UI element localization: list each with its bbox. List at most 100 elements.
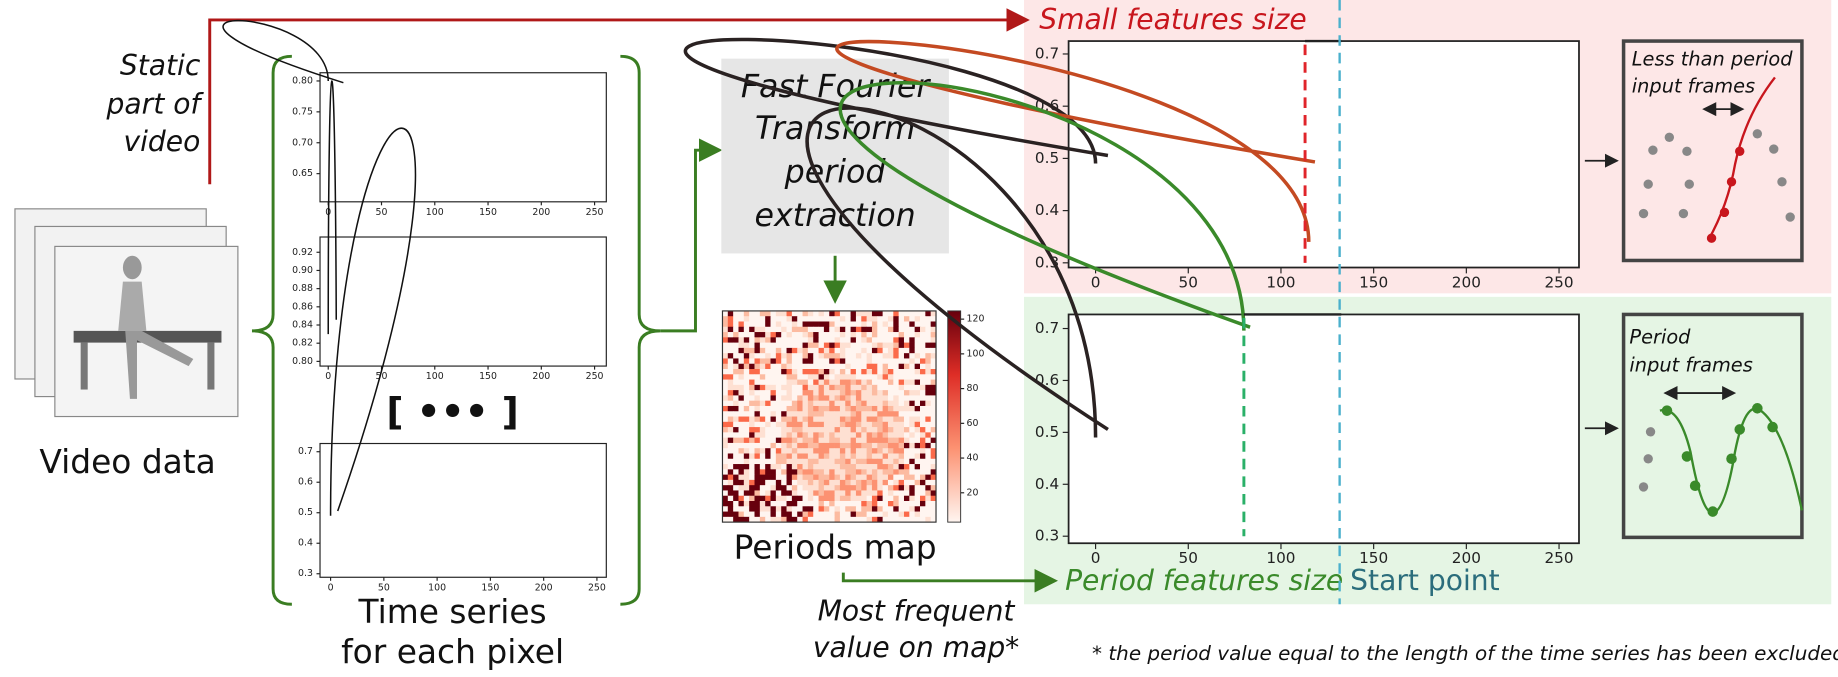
map-cell <box>877 390 883 396</box>
map-cell <box>877 511 883 518</box>
map-cell <box>802 506 809 512</box>
map-cell <box>898 427 905 433</box>
map-cell <box>866 421 873 428</box>
map-cell <box>749 469 755 475</box>
map-cell <box>898 479 905 486</box>
map-cell <box>813 363 819 370</box>
map-cell <box>898 432 905 438</box>
map-cell <box>898 485 905 491</box>
map-cell <box>850 363 857 370</box>
map-cell <box>807 384 814 391</box>
map-cell <box>733 432 739 438</box>
map-cell <box>914 464 921 470</box>
map-cell <box>797 427 803 433</box>
map-cell <box>818 363 825 370</box>
map-cell <box>919 332 926 338</box>
map-cell <box>727 506 734 512</box>
map-cell <box>877 490 883 497</box>
map-cell <box>855 395 862 402</box>
map-cell <box>893 416 899 423</box>
map-cell <box>823 421 830 428</box>
map-cell <box>839 464 846 470</box>
map-cell <box>861 442 867 449</box>
map-cell <box>738 379 745 386</box>
map-cell <box>765 411 771 417</box>
map-cell <box>866 432 873 438</box>
map-cell <box>925 427 932 433</box>
map-cell <box>925 479 932 486</box>
map-cell <box>807 358 814 365</box>
map-cell <box>781 411 787 417</box>
map-cell <box>738 479 745 486</box>
map-cell <box>882 427 889 433</box>
map-cell <box>759 390 766 396</box>
map-cell <box>797 485 803 491</box>
map-cell <box>871 453 878 460</box>
map-cell <box>770 321 777 328</box>
map-cell <box>749 347 755 354</box>
map-cell <box>765 395 771 402</box>
map-cell <box>871 400 878 407</box>
map-cell <box>823 379 830 386</box>
map-cell <box>775 516 782 523</box>
map-cell <box>850 384 857 391</box>
map-cell <box>861 374 867 380</box>
map-cell <box>834 390 841 396</box>
map-cell <box>749 310 755 317</box>
map-cell <box>887 469 894 475</box>
map-cell <box>829 511 835 518</box>
map-cell <box>770 369 777 375</box>
map-cell <box>871 411 878 417</box>
map-cell <box>898 321 905 328</box>
map-cell <box>791 353 798 359</box>
map-cell <box>925 474 932 481</box>
map-cell <box>930 332 937 338</box>
map-cell <box>866 427 873 433</box>
map-cell <box>722 374 729 380</box>
map-cell <box>925 464 932 470</box>
map-cell <box>829 506 835 512</box>
x-tick-label: 100 <box>428 582 446 593</box>
map-cell <box>807 469 814 475</box>
map-cell <box>914 416 921 423</box>
map-cell <box>749 405 755 412</box>
map-cell <box>909 474 916 481</box>
map-cell <box>765 384 771 391</box>
map-cell <box>930 395 937 402</box>
map-cell <box>754 321 761 328</box>
map-cell <box>839 432 846 438</box>
map-cell <box>930 516 937 523</box>
map-cell <box>743 448 750 454</box>
map-cell <box>802 511 809 518</box>
map-cell <box>759 448 766 454</box>
map-cell <box>797 464 803 470</box>
map-cell <box>781 342 787 349</box>
map-cell <box>903 416 910 423</box>
map-cell <box>850 469 857 475</box>
map-cell <box>791 421 798 428</box>
map-cell <box>930 379 937 386</box>
map-cell <box>829 342 835 349</box>
map-cell <box>845 363 851 370</box>
map-cell <box>797 353 803 359</box>
map-cell <box>733 469 739 475</box>
map-cell <box>887 374 894 380</box>
map-cell <box>877 369 883 375</box>
map-cell <box>727 479 734 486</box>
colorbar-label: 60 <box>967 418 979 429</box>
map-cell <box>781 347 787 354</box>
map-cell <box>802 427 809 433</box>
map-cell <box>791 495 798 502</box>
map-cell <box>818 495 825 502</box>
map-cell <box>898 437 905 444</box>
map-cell <box>877 326 883 333</box>
map-cell <box>738 400 745 407</box>
map-cell <box>909 516 916 523</box>
map-cell <box>887 421 894 428</box>
map-cell <box>797 405 803 412</box>
map-cell <box>898 464 905 470</box>
x-tick-label: 100 <box>1266 273 1295 291</box>
map-cell <box>850 501 857 507</box>
y-tick-label: 0.70 <box>292 137 313 148</box>
map-cell <box>909 416 916 423</box>
